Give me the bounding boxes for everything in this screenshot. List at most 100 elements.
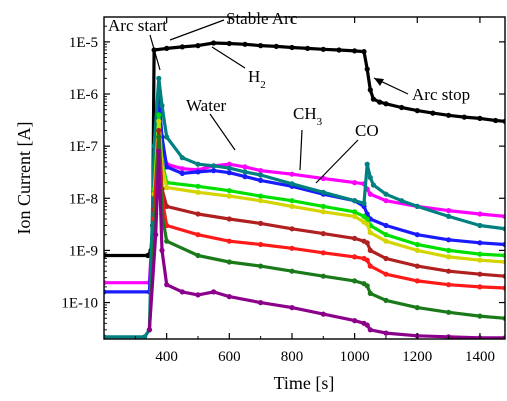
series-3-point [367,174,373,181]
series-9-point [211,289,217,295]
plot-frame [103,16,506,340]
y-axis-title: Ion Current [A] [14,122,34,235]
series-2-point [477,240,483,246]
series-0-point [336,47,342,53]
series-0-point [377,99,383,105]
series-0-point [352,48,358,54]
series-3-point [142,334,148,339]
x-tick-label: 1000 [340,349,370,365]
series-7-point [383,271,389,277]
series-4-point [352,209,358,215]
series-5-point [156,118,162,124]
series-line-7 [152,135,505,290]
series-line-6 [152,128,505,278]
series-8-point [289,268,295,274]
series-1-point [383,198,389,204]
series-1-point [446,208,452,214]
annotations-layer: Arc start Stable Arc H2 Arc stop Water C… [108,9,470,184]
series-5-point [226,193,232,199]
series-5-point [477,257,483,263]
series-0-point [414,108,420,114]
series-4-point [156,112,162,118]
x-tick-label: 600 [218,349,241,365]
y-tick-label: 1E-5 [69,35,98,51]
arrow-ch3 [299,129,303,171]
arrow-water [209,113,236,151]
series-2-point [226,170,232,176]
y-tick-label: 1E-6 [69,87,99,103]
series-3-point [361,200,367,206]
series-0-point [461,114,467,120]
series-0-point [258,43,264,49]
series-7-point [320,250,326,256]
series-1-point [179,166,185,172]
series-8-point [226,259,232,265]
arrow-stable-arc-left [169,19,225,41]
series-0-point [320,46,326,52]
x-tick-label: 400 [155,349,178,365]
series-3-point [370,182,376,188]
series-2-point [211,168,217,174]
annotation-h2-subscript: 2 [260,79,266,91]
series-2-point [258,177,264,183]
series-2-point [164,164,170,170]
series-6-point [195,211,201,217]
series-1-point [367,191,373,197]
series-line-5 [152,119,505,264]
x-tick-label: 1200 [402,349,432,365]
series-3-point [320,189,326,195]
arrow-arc-stop-head [374,78,384,86]
x-tick-label: 1400 [465,349,495,365]
series-6-point [164,203,170,209]
series-0-point [273,43,279,50]
series-0-point [226,40,232,47]
series-6-point [352,235,358,241]
series-6 [151,127,505,279]
series-9 [146,148,505,339]
annotation-arc-start: Arc start [108,16,167,35]
series-7-point [258,241,264,248]
annotation-ch3-subscript: 3 [317,116,323,128]
series-3-point [156,75,162,81]
series-5-point [367,230,373,236]
series-3-point [352,198,358,204]
series-0-point [383,101,389,107]
series-4-point [364,216,370,222]
series-4-point [195,183,201,189]
series-2-point [446,237,452,243]
series-5-point [364,221,370,227]
annotation-water: Water [186,96,226,115]
series-1-point [242,164,248,170]
series-6-point [156,127,162,134]
series-4-point [477,251,483,257]
series-5-point [289,203,295,209]
series-4-point [226,188,232,194]
series-5-point [352,213,358,219]
series-9-point [289,305,295,311]
series-9-point [320,311,326,317]
series-layer [104,40,505,339]
series-5-point [446,254,452,260]
series-6-point [477,271,483,277]
series-3-point [242,169,248,175]
series-0-point [289,44,295,51]
series-9-point [146,327,152,333]
series-4-point [258,193,264,199]
series-8-point [446,309,452,315]
series-6-point [367,247,373,253]
series-7-point [226,238,232,244]
series-7-point [352,254,358,260]
series-0-point [242,41,248,47]
series-4-point [446,247,452,253]
series-0-point [399,104,405,111]
series-3-point [258,172,264,178]
series-9-point [153,232,159,238]
series-5-point [195,189,201,195]
series-1-point [289,171,295,177]
series-0-point [145,252,151,259]
series-8-point [364,283,370,289]
series-6-point [414,263,420,269]
series-2-point [242,174,248,180]
x-tick-label: 800 [281,349,304,365]
annotation-h2-main: H [248,67,260,86]
